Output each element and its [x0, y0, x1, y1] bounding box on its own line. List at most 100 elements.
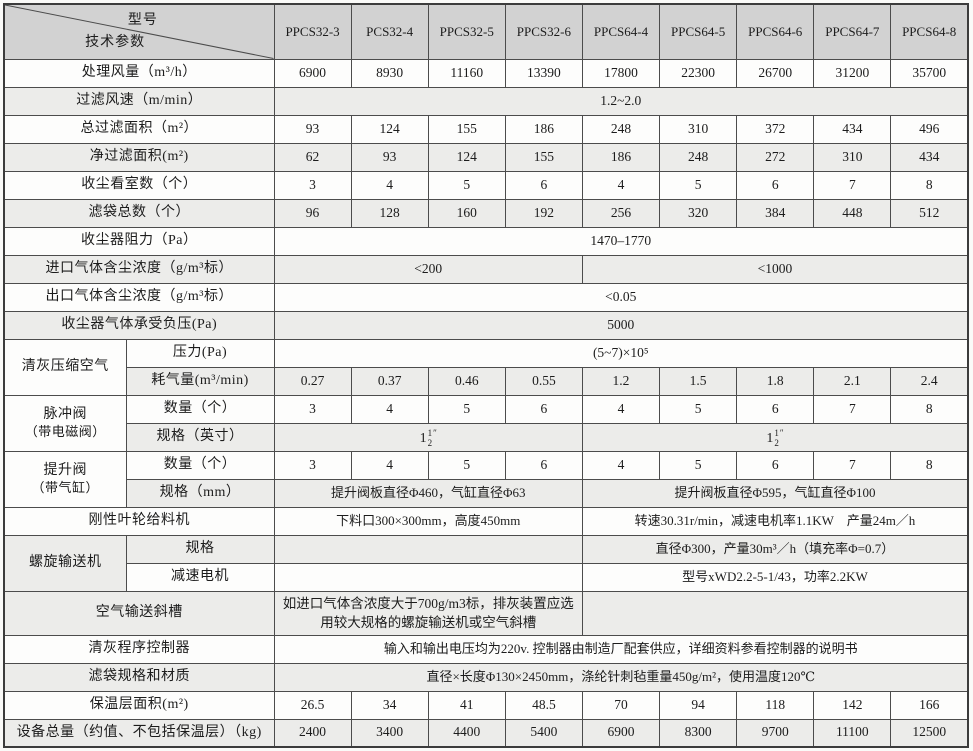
value-cell: 7 — [813, 394, 892, 424]
value-cell: 0.55 — [504, 366, 583, 396]
value-cell: 124 — [427, 142, 506, 172]
value-cell: 512 — [890, 198, 969, 228]
value-cell: 5 — [659, 450, 738, 480]
model-header-cell: PPCS64-4 — [581, 3, 661, 60]
value-cell: 434 — [813, 114, 892, 144]
row-label-cell: 空气输送斜槽 — [3, 590, 275, 636]
value-cell: 160 — [427, 198, 506, 228]
row-negative-pressure: 收尘器气体承受负压(Pa) 5000 — [3, 310, 969, 340]
value-cell: 320 — [659, 198, 738, 228]
span-value-cell: 型号xWD2.2-5-1/43，功率2.2KW — [581, 562, 969, 592]
group-label-line: 提升阀 — [43, 463, 87, 479]
row-label-cell: 总过滤面积（m²） — [3, 114, 275, 144]
value-cell: 186 — [504, 114, 583, 144]
value-cell: 7 — [813, 450, 892, 480]
group-label-cell: 提升阀 （带气缸） — [3, 450, 127, 508]
value-cell: 34 — [350, 690, 429, 720]
row-label-cell: 出口气体含尘浓度（g/m³标） — [3, 282, 275, 312]
value-cell: 1.8 — [736, 366, 815, 396]
span-value-cell: <200 — [273, 254, 583, 284]
span-value-cell: (5~7)×10⁵ — [273, 338, 969, 368]
value-cell: 1.5 — [659, 366, 738, 396]
model-header-cell: PCS32-4 — [350, 3, 429, 60]
span-value-cell: 5000 — [273, 310, 969, 340]
row-lift-valve-qty: 提升阀 （带气缸） 数量（个） 3 4 5 6 4 5 6 7 8 — [3, 450, 969, 508]
row-controller: 清灰程序控制器 输入和输出电压均为220v. 控制器由制造厂配套供应，详细资料参… — [3, 634, 969, 664]
value-cell: 6 — [736, 450, 815, 480]
group-label-cell: 螺旋输送机 — [3, 534, 127, 592]
value-cell: 11100 — [813, 718, 892, 748]
value-cell: 128 — [350, 198, 429, 228]
value-cell: 70 — [581, 690, 661, 720]
sub-label-cell: 数量（个） — [125, 450, 275, 480]
value-cell: 41 — [427, 690, 506, 720]
empty-cell — [273, 534, 583, 564]
row-insulation-area: 保温层面积(m²) 26.5 34 41 48.5 70 94 118 142 … — [3, 690, 969, 720]
value-cell: 4 — [581, 450, 661, 480]
value-cell: 31200 — [813, 58, 892, 88]
row-label-cell: 保温层面积(m²) — [3, 690, 275, 720]
span-value-cell: 直径Φ300，产量30m³／h（填充率Φ=0.7） — [581, 534, 969, 564]
row-chamber-count: 收尘看室数（个） 3 4 5 6 4 5 6 7 8 — [3, 170, 969, 200]
value-cell: 26.5 — [273, 690, 352, 720]
row-air-consumption: 耗气量(m³/min) 0.27 0.37 0.46 0.55 1.2 1.5 … — [4, 366, 969, 396]
row-label-cell: 收尘看室数（个） — [3, 170, 275, 200]
sub-label-cell: 规格（mm） — [125, 478, 275, 508]
span-value-cell: 1470–1770 — [273, 226, 969, 256]
value-cell: 96 — [273, 198, 352, 228]
value-cell: 5 — [659, 394, 738, 424]
model-header-cell: PPCS64-7 — [813, 3, 892, 60]
value-cell: 4 — [350, 450, 429, 480]
row-label-cell: 过滤风速（m/min） — [3, 86, 275, 116]
row-label-cell: 处理风量（m³/h） — [3, 58, 275, 88]
value-cell: 0.46 — [427, 366, 506, 396]
row-label-cell: 收尘器阻力（Pa） — [3, 226, 275, 256]
span-value-cell: 1 1 2 ″ — [581, 422, 969, 452]
value-cell: 93 — [273, 114, 352, 144]
value-cell: 155 — [504, 142, 583, 172]
value-cell: 8300 — [659, 718, 738, 748]
value-cell: 93 — [350, 142, 429, 172]
value-cell: 4 — [581, 170, 661, 200]
value-cell: 48.5 — [504, 690, 583, 720]
span-value-cell: 转速30.31r/min，减速电机率1.1KW 产量24m／h — [581, 506, 969, 536]
value-cell: 6900 — [581, 718, 661, 748]
value-cell: 0.37 — [350, 366, 429, 396]
value-cell: 5 — [427, 170, 506, 200]
sub-label-cell: 数量（个） — [125, 394, 275, 424]
model-header-cell: PPCS32-3 — [273, 3, 352, 60]
value-cell: 5 — [659, 170, 738, 200]
group-label-line: （带气缸） — [31, 479, 99, 495]
group-label-cell: 脉冲阀 （带电磁阀） — [3, 394, 127, 452]
value-cell: 310 — [813, 142, 892, 172]
value-cell: 434 — [890, 142, 969, 172]
row-total-filter-area: 总过滤面积（m²） 93 124 155 186 248 310 372 434… — [3, 114, 969, 144]
value-cell: 7 — [813, 170, 892, 200]
value-cell: 0.27 — [273, 366, 352, 396]
value-cell: 11160 — [427, 58, 506, 88]
model-header-cell: PPCS64-8 — [890, 3, 969, 60]
model-header-cell: PPCS32-6 — [504, 3, 583, 60]
row-air-pressure: 清灰压缩空气 压力(Pa) (5~7)×10⁵ — [3, 338, 969, 396]
empty-cell — [273, 562, 583, 592]
sub-label-cell: 规格（英寸） — [125, 422, 275, 452]
value-cell: 192 — [504, 198, 583, 228]
value-cell: 4 — [350, 394, 429, 424]
value-cell: 22300 — [659, 58, 738, 88]
value-cell: 3 — [273, 394, 352, 424]
row-bag-spec: 滤袋规格和材质 直径×长度Φ130×2450mm，涤纶针刺毡重量450g/m²，… — [3, 662, 969, 692]
value-cell: 8930 — [350, 58, 429, 88]
sub-label-cell: 耗气量(m³/min) — [125, 366, 275, 396]
row-label-cell: 滤袋规格和材质 — [3, 662, 275, 692]
model-header-cell: PPCS64-6 — [736, 3, 815, 60]
value-cell: 62 — [273, 142, 352, 172]
value-cell: 5400 — [504, 718, 583, 748]
row-pulse-valve-spec: 规格（英寸） 1 1 2 ″ 1 1 2 ″ — [4, 422, 969, 452]
value-cell: 17800 — [581, 58, 661, 88]
spec-table: 型号 技术参数 PPCS32-3 PCS32-4 PPCS32-5 PPCS32… — [3, 3, 969, 749]
value-cell: 496 — [890, 114, 969, 144]
row-screw-spec: 螺旋输送机 规格 直径Φ300，产量30m³／h（填充率Φ=0.7） — [3, 534, 969, 592]
value-cell: 155 — [427, 114, 506, 144]
sub-label-cell: 规格 — [125, 534, 275, 564]
